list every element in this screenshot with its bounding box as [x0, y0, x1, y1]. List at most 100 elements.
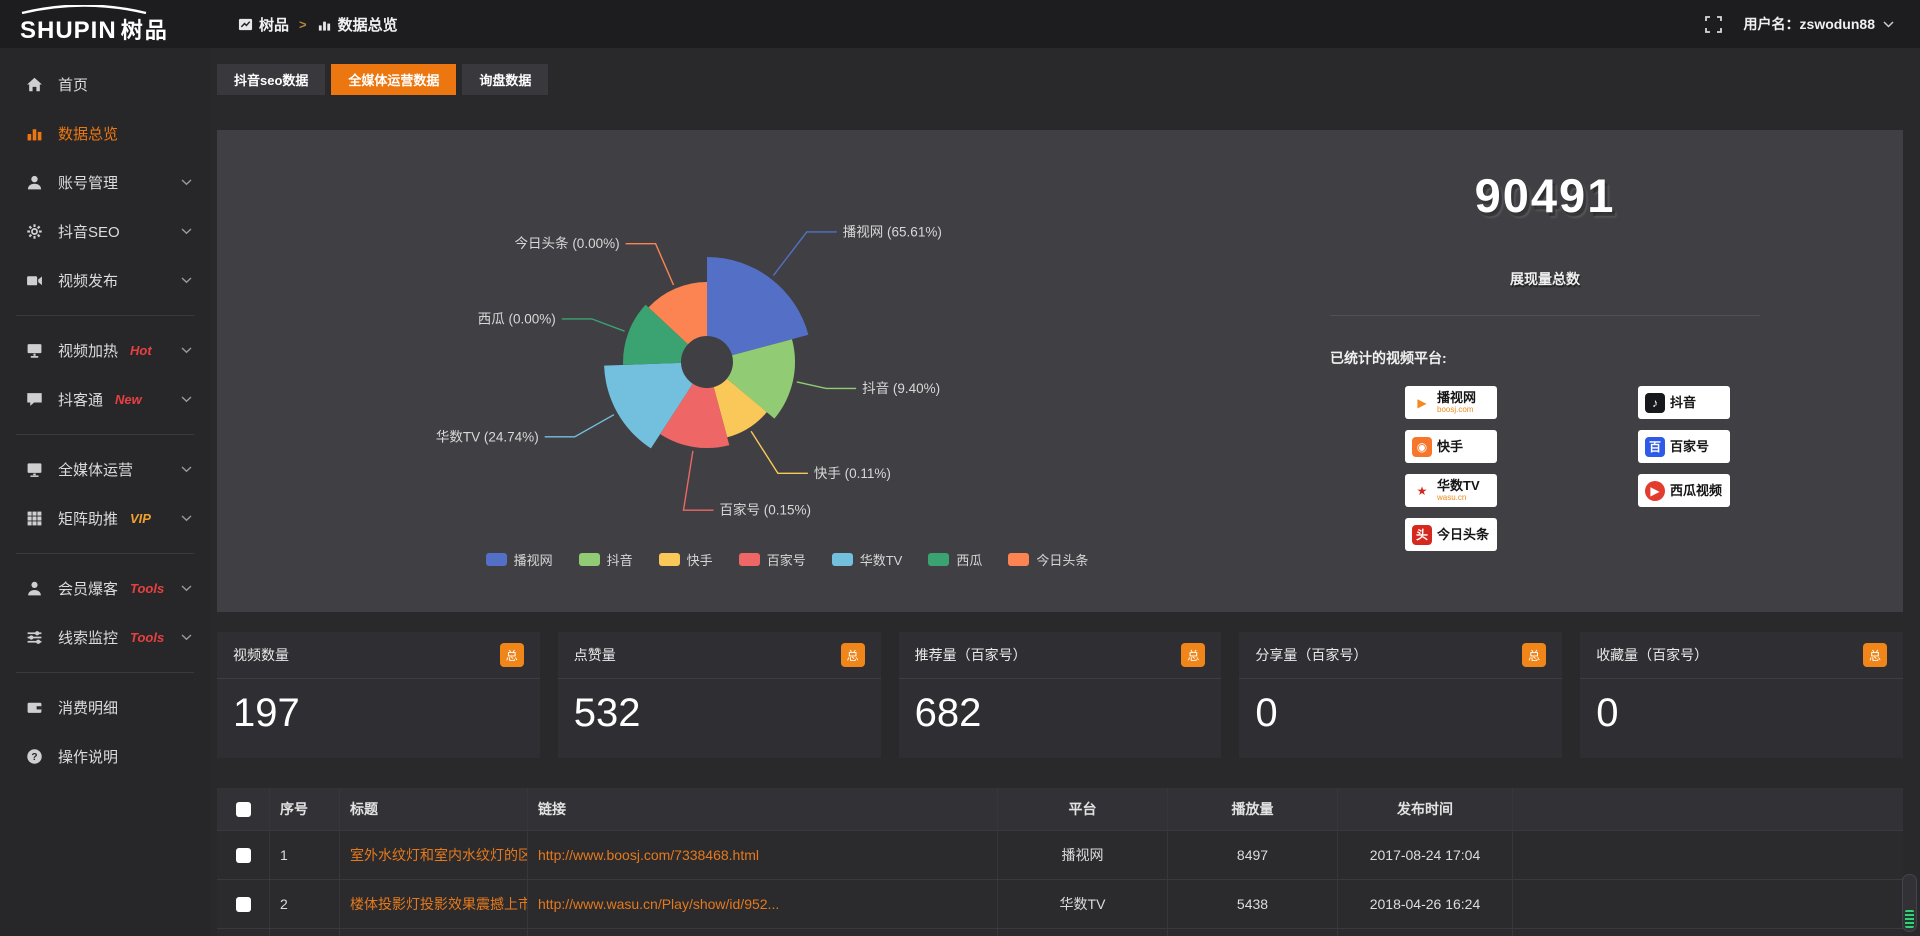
sidebar-item-label: 视频加热: [58, 343, 119, 360]
stat-total-badge[interactable]: 总: [1862, 643, 1887, 667]
pie-slice-快手[interactable]: [713, 378, 767, 438]
pie-slice-华数TV[interactable]: [604, 362, 693, 449]
stat-total-badge[interactable]: 总: [1181, 643, 1206, 667]
sidebar-item-10[interactable]: 矩阵助推 VIP: [0, 494, 210, 543]
sidebar-item-label: 会员爆客: [58, 581, 119, 598]
sidebar-item-13[interactable]: 线索监控 Tools: [0, 613, 210, 662]
app-logo[interactable]: SHUPIN 树品: [0, 0, 210, 48]
chevron-down-icon: [181, 396, 192, 403]
legend-swatch: [928, 553, 950, 566]
row-checkbox-cell: [217, 831, 269, 879]
floating-helper-widget[interactable]: [1902, 874, 1917, 932]
sidebar-item-label: 操作说明: [58, 749, 119, 766]
sidebar-item-2[interactable]: 账号管理: [0, 158, 210, 207]
row-url-link[interactable]: http://www.boosj.com/7338468.html: [527, 831, 997, 879]
pie-slice-播视网[interactable]: [707, 257, 809, 356]
legend-item-抖音[interactable]: 抖音: [578, 550, 633, 569]
row-checkbox[interactable]: [235, 896, 251, 912]
table-header: 序号 标题 链接 平台 播放量 发布时间: [217, 788, 1903, 830]
platform-name: 百家号: [1670, 439, 1710, 454]
legend-item-今日头条[interactable]: 今日头条: [1008, 550, 1088, 569]
table-header-cell: 发布时间: [1337, 788, 1512, 830]
select-all-checkbox[interactable]: [235, 801, 251, 817]
stat-total-badge[interactable]: 总: [840, 643, 865, 667]
stat-total-badge[interactable]: 总: [1522, 643, 1547, 667]
stat-card-0: 视频数量 总 197: [217, 632, 540, 758]
home-icon: [27, 77, 42, 92]
row-platform: 播视网: [997, 831, 1167, 879]
sidebar-item-7[interactable]: 抖客通 New: [0, 375, 210, 424]
legend-item-百家号[interactable]: 百家号: [738, 550, 806, 569]
row-title-link[interactable]: 室外水纹灯和室内水纹灯的区别和简介: [339, 831, 527, 879]
tab-0[interactable]: 抖音seo数据: [217, 64, 326, 95]
breadcrumb-item[interactable]: 树品: [238, 14, 289, 35]
legend-swatch: [1008, 553, 1030, 566]
stat-card-2: 推荐量（百家号） 总 682: [898, 632, 1222, 758]
table-header-cell: [1512, 788, 1903, 830]
user-menu[interactable]: 用户名：zswodun88: [1744, 14, 1894, 34]
sidebar-item-4[interactable]: 视频发布: [0, 256, 210, 305]
row-checkbox[interactable]: [235, 847, 251, 863]
stat-card-4: 收藏量（百家号） 总 0: [1580, 632, 1903, 758]
legend-swatch: [578, 553, 600, 566]
sidebar-item-label: 全媒体运营: [58, 462, 134, 479]
platform-name: 快手: [1437, 439, 1464, 454]
pie-chart: 播视网 (65.61%) 抖音 (9.40%) 快手 (0.11%) 百家号 (0.1…: [436, 224, 942, 517]
stat-card-3: 分享量（百家号） 总 0: [1239, 632, 1563, 758]
sidebar-item-12[interactable]: 会员爆客 Tools: [0, 564, 210, 613]
pie-slice-西瓜[interactable]: [623, 304, 688, 365]
stat-total-badge[interactable]: 总: [499, 643, 524, 667]
sidebar-item-3[interactable]: 抖音SEO: [0, 207, 210, 256]
breadcrumb-item[interactable]: 数据总览: [317, 14, 398, 35]
chart-panel: 播视网 (65.61%) 抖音 (9.40%) 快手 (0.11%) 百家号 (0.1…: [217, 130, 1903, 612]
tab-2[interactable]: 询盘数据: [462, 64, 549, 95]
pie-label-line: [750, 430, 808, 474]
row-url-link[interactable]: http://www.wasu.cn/Play/show/id/952...: [527, 880, 997, 928]
chevron-down-icon: [181, 179, 192, 186]
row-cell: [527, 929, 997, 936]
row-title-link[interactable]: 楼体投影灯投影效果震撼上市: [339, 880, 527, 928]
pie-label: 今日头条 (0.00%): [515, 235, 620, 251]
row-plays: 8497: [1167, 831, 1337, 879]
legend-item-西瓜[interactable]: 西瓜: [928, 550, 982, 569]
breadcrumb-label: 树品: [259, 16, 290, 34]
platform-subtext: boosj.com: [1437, 405, 1474, 414]
legend-item-快手[interactable]: 快手: [658, 550, 713, 569]
total-impressions-value: 90491: [1474, 169, 1616, 222]
topbar: SHUPIN 树品 树品 > 数据总览 用户名：zswodun88: [0, 0, 1920, 48]
row-cell: [1167, 929, 1337, 936]
pie-slice-百家号[interactable]: [660, 383, 730, 449]
legend-item-华数TV[interactable]: 华数TV: [831, 550, 902, 569]
row-index: 2: [269, 880, 339, 928]
tab-1[interactable]: 全媒体运营数据: [331, 64, 457, 95]
row-cell: [997, 929, 1167, 936]
sidebar-item-9[interactable]: 全媒体运营: [0, 445, 210, 494]
chart-legend: 播视网 抖音 快手 百家号 华数TV 西瓜 今日头条: [217, 550, 1357, 569]
grid-icon: [27, 511, 42, 526]
sidebar-item-16[interactable]: ? 操作说明: [0, 732, 210, 781]
chevron-down-icon: [181, 228, 192, 235]
table-row-2: 2 楼体投影灯投影效果震撼上市 http://www.wasu.cn/Play/…: [217, 879, 1903, 928]
stat-card-header: 视频数量 总: [217, 632, 540, 679]
chevron-down-icon: [181, 466, 192, 473]
stat-value: 0: [1596, 691, 1619, 735]
platform-name: 抖音: [1670, 395, 1697, 410]
legend-item-播视网[interactable]: 播视网: [485, 550, 553, 569]
pie-slice-抖音[interactable]: [726, 339, 796, 419]
logo-arc-icon: [21, 5, 147, 14]
summary-panel: 90491 展现量总数 已统计的视频平台: ▶ 播视网 boosj.com ♪ 抖音 ◉ 快…: [1265, 168, 1825, 551]
fullscreen-icon[interactable]: [1704, 15, 1722, 33]
chevron-down-icon: [1883, 20, 1894, 28]
legend-label: 快手: [686, 553, 713, 568]
platform-logo-icon: 头: [1412, 524, 1432, 545]
sidebar-item-15[interactable]: 消费明细: [0, 683, 210, 732]
sidebar-divider: [16, 672, 194, 673]
breadcrumb: 树品 > 数据总览: [238, 14, 398, 35]
sidebar-item-1[interactable]: 数据总览: [0, 109, 210, 158]
row-checkbox-cell: [217, 880, 269, 928]
sidebar-item-6[interactable]: 视频加热 Hot: [0, 326, 210, 375]
main-content: 抖音seo数据 全媒体运营数据 询盘数据 播视网 (65.61%) 抖音 (9.40%…: [210, 48, 1920, 936]
sidebar-item-0[interactable]: 首页: [0, 60, 210, 109]
pie-slice-今日头条[interactable]: [648, 282, 708, 345]
pie-label: 西瓜 (0.00%): [478, 311, 556, 326]
